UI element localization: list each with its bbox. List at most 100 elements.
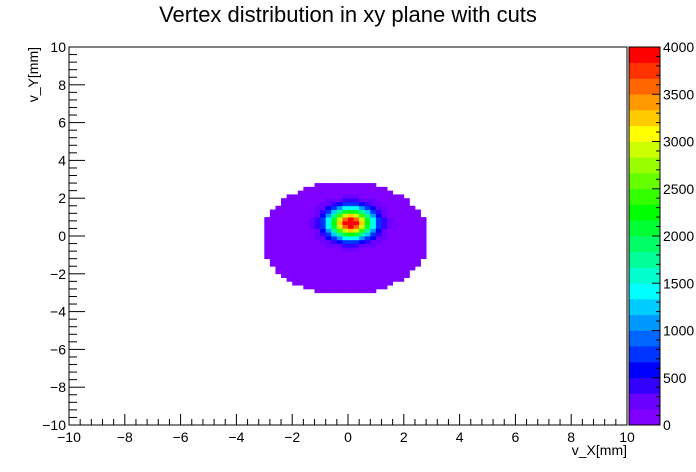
heatmap-cell [403, 258, 410, 263]
heatmap-cell [297, 228, 304, 233]
heatmap-cell [342, 239, 349, 244]
heatmap-cell [281, 224, 288, 229]
heatmap-cell [336, 258, 343, 263]
heatmap-cell [342, 251, 349, 256]
heatmap-cell [331, 198, 338, 203]
heatmap-cell [342, 190, 349, 195]
heatmap-cell [370, 228, 377, 233]
x-tick-label: −6 [173, 429, 189, 445]
heatmap-cell [353, 190, 360, 195]
heatmap-cell [359, 194, 366, 199]
heatmap-cell [375, 277, 382, 282]
color-scale-band [629, 362, 660, 379]
heatmap-cell [348, 209, 354, 214]
heatmap-cell [314, 251, 321, 256]
color-scale-label: 3000 [663, 134, 694, 150]
heatmap-cell [398, 247, 405, 252]
heatmap-cell [308, 213, 315, 218]
x-tick-label: 2 [400, 429, 408, 445]
heatmap-cell [409, 217, 416, 222]
heatmap-cell [286, 194, 293, 199]
heatmap-cell [387, 205, 394, 210]
heatmap-cell [303, 258, 310, 263]
heatmap-cell [370, 273, 377, 278]
heatmap-cell [370, 183, 377, 188]
heatmap-cell [275, 266, 282, 271]
heatmap-cell [353, 209, 360, 214]
heatmap-cell [342, 288, 349, 294]
heatmap-cell [269, 220, 276, 226]
heatmap-cell [370, 205, 377, 210]
heatmap-cell [398, 220, 405, 226]
heatmap-cell [286, 228, 293, 233]
color-scale-band [629, 236, 660, 253]
heatmap-cell [381, 228, 388, 233]
heatmap-cell [403, 209, 410, 214]
heatmap-cell [320, 236, 327, 241]
color-scale-band [629, 110, 660, 127]
heatmap-cell [325, 194, 332, 199]
heatmap-cell [336, 236, 343, 241]
heatmap-cell [308, 243, 315, 248]
heatmap-cell [308, 201, 315, 207]
heatmap-cell [348, 254, 354, 260]
heatmap-cell [342, 254, 349, 260]
heatmap-cell [370, 224, 377, 229]
heatmap-cell [281, 254, 288, 260]
heatmap-cell [387, 243, 394, 248]
heatmap-cell [353, 213, 360, 218]
heatmap-cell [314, 224, 321, 229]
heatmap-cell [398, 273, 405, 278]
heatmap-cell [392, 224, 399, 229]
heatmap-cell [342, 201, 349, 207]
heatmap-cell [325, 262, 332, 267]
heatmap-cell [303, 239, 310, 244]
heatmap-cell [336, 266, 343, 271]
heatmap-cell [269, 232, 276, 237]
heatmap-cell [375, 243, 382, 248]
heatmap-cell [364, 239, 371, 244]
y-tick-label: 4 [58, 152, 66, 168]
heatmap-cell [392, 243, 399, 248]
heatmap-cell [414, 262, 421, 267]
heatmap-cell [353, 228, 360, 233]
heatmap-cell [314, 281, 321, 286]
heatmap-cell [342, 232, 349, 237]
color-scale-band [629, 188, 660, 205]
heatmap-cell [348, 228, 354, 233]
heatmap-cell [370, 232, 377, 237]
heatmap-cell [297, 266, 304, 271]
heatmap-cell [398, 262, 405, 267]
heatmap-cell [303, 209, 310, 214]
chart-title: Vertex distribution in xy plane with cut… [159, 2, 537, 27]
heatmap-cell [336, 270, 343, 275]
heatmap-cell [364, 205, 371, 210]
y-tick-label: −8 [50, 379, 66, 395]
color-scale-band [629, 251, 660, 268]
heatmap-cell [275, 213, 282, 218]
heatmap-cell [331, 277, 338, 282]
heatmap-cell [325, 273, 332, 278]
heatmap-cell [359, 251, 366, 256]
heatmap-cell [375, 228, 382, 233]
heatmap-cell [398, 194, 405, 199]
heatmap-cell [370, 247, 377, 252]
heatmap-cell [320, 213, 327, 218]
heatmap-cell [331, 239, 338, 244]
heatmap-cell [331, 201, 338, 207]
heatmap-cell [331, 266, 338, 271]
heatmap-cell [370, 209, 377, 214]
heatmap-cell [353, 224, 360, 229]
heatmap-cell [387, 266, 394, 271]
heatmap-cell [403, 262, 410, 267]
heatmap-cell [414, 236, 421, 241]
heatmap-cell [292, 258, 299, 263]
y-tick-label: −4 [50, 304, 66, 320]
heatmap-cell [392, 217, 399, 222]
heatmap-cell [342, 243, 349, 248]
heatmap-cell [292, 247, 299, 252]
heatmap-cell [325, 220, 332, 226]
heatmap-cell [359, 288, 366, 294]
heatmap-cell [336, 220, 343, 226]
heatmap-cell [387, 273, 394, 278]
